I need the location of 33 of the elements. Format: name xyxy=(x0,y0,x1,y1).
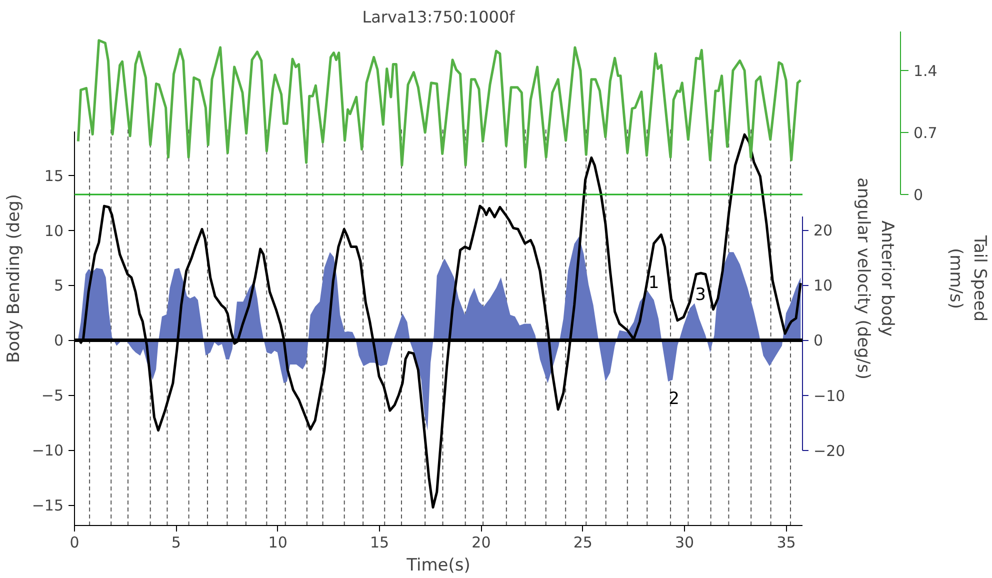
y-tick-label: 10 xyxy=(44,222,64,240)
y-tick-label: 5 xyxy=(54,276,64,295)
y2-tick-label: 0 xyxy=(814,332,824,350)
y-tick-label: 15 xyxy=(44,166,64,185)
line-series xyxy=(78,133,802,509)
x-tick-label: 5 xyxy=(171,534,181,552)
y3-tick-label: 0.7 xyxy=(914,124,938,142)
annotation: 2 xyxy=(668,388,680,409)
y3-tick-label: 0 xyxy=(914,186,924,204)
x-tick-label: 30 xyxy=(675,534,694,552)
x-axis-title: Time(s) xyxy=(406,556,470,576)
annotation: 1 xyxy=(648,272,660,293)
x-tick-label: 0 xyxy=(70,534,80,552)
y2-tick-label: 10 xyxy=(814,276,833,295)
x-tick-label: 10 xyxy=(268,534,288,552)
x-tick-label: 20 xyxy=(472,534,491,552)
y2-axis-title: Anterior body angular velocity (deg/s) xyxy=(853,177,898,380)
x-tick-label: 25 xyxy=(573,534,592,552)
annotation: 3 xyxy=(695,284,706,305)
chart-title: Larva13:750:1000f xyxy=(362,8,516,26)
x-tick-label: 15 xyxy=(370,534,390,552)
y2-tick-label: −10 xyxy=(814,386,846,405)
y3-axis-title: Tail Speed (mm/s) xyxy=(945,234,990,322)
y2-tick-label: −20 xyxy=(814,442,846,460)
y2-tick-label: 20 xyxy=(814,222,833,240)
y-axis-title: Body Bending (deg) xyxy=(4,194,24,363)
y-tick-label: −10 xyxy=(32,442,64,460)
y-tick-label: −15 xyxy=(32,496,64,515)
y3-tick-label: 1.4 xyxy=(914,62,938,80)
y-tick-label: 0 xyxy=(54,332,64,350)
x-tick-label: 35 xyxy=(776,534,796,552)
line-series xyxy=(76,39,802,168)
y-tick-label: −5 xyxy=(41,386,64,405)
